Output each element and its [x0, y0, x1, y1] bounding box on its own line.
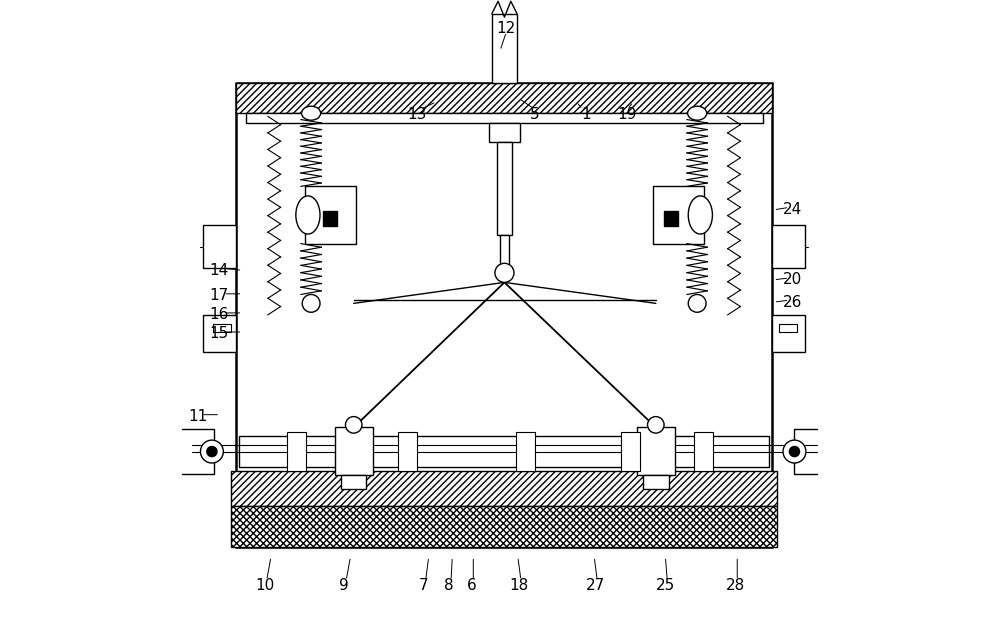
- Ellipse shape: [296, 196, 320, 234]
- Bar: [341, 475, 366, 489]
- Bar: [398, 432, 417, 471]
- Bar: [203, 225, 236, 268]
- Text: 9: 9: [339, 577, 349, 593]
- Bar: [794, 429, 833, 474]
- Bar: [287, 432, 306, 471]
- Text: 11: 11: [188, 409, 208, 424]
- Bar: [231, 471, 777, 506]
- Circle shape: [345, 417, 362, 433]
- Bar: [236, 83, 772, 113]
- Bar: [246, 113, 763, 123]
- Circle shape: [789, 446, 800, 457]
- Bar: [694, 432, 713, 471]
- Text: 17: 17: [209, 288, 229, 303]
- Bar: [489, 123, 520, 142]
- Text: 7: 7: [419, 577, 428, 593]
- Circle shape: [688, 294, 706, 312]
- Text: 20: 20: [783, 272, 802, 287]
- Circle shape: [302, 294, 320, 312]
- Bar: [305, 186, 356, 244]
- Text: 8: 8: [444, 577, 454, 593]
- Bar: [236, 83, 772, 547]
- Bar: [231, 506, 777, 547]
- Bar: [176, 429, 214, 474]
- Text: 28: 28: [726, 577, 745, 593]
- Text: 1: 1: [581, 107, 591, 122]
- Text: 19: 19: [618, 107, 637, 122]
- Circle shape: [783, 440, 806, 463]
- Bar: [239, 436, 769, 467]
- Text: 27: 27: [586, 577, 605, 593]
- Bar: [213, 324, 231, 332]
- Circle shape: [648, 417, 664, 433]
- Text: 18: 18: [509, 577, 529, 593]
- Bar: [335, 427, 373, 475]
- Text: 26: 26: [783, 294, 802, 310]
- Text: 14: 14: [209, 263, 229, 278]
- Bar: [516, 432, 535, 471]
- Ellipse shape: [688, 106, 707, 120]
- Bar: [772, 315, 805, 352]
- Bar: [779, 324, 797, 332]
- Text: 5: 5: [530, 107, 540, 122]
- Bar: [621, 432, 640, 471]
- Bar: [497, 142, 512, 235]
- Bar: [772, 225, 805, 268]
- Bar: [643, 475, 669, 489]
- Text: 12: 12: [497, 21, 516, 36]
- Text: 6: 6: [467, 577, 476, 593]
- Circle shape: [207, 446, 217, 457]
- Text: 15: 15: [209, 326, 229, 342]
- Ellipse shape: [302, 106, 321, 120]
- Text: 13: 13: [408, 107, 427, 122]
- Bar: [637, 427, 675, 475]
- Bar: [203, 315, 236, 352]
- Circle shape: [200, 440, 223, 463]
- Bar: [664, 211, 678, 226]
- Bar: [500, 235, 509, 273]
- Text: 10: 10: [255, 577, 274, 593]
- Text: 25: 25: [656, 577, 675, 593]
- Bar: [492, 14, 517, 83]
- Circle shape: [495, 263, 514, 282]
- Text: 24: 24: [783, 202, 802, 218]
- Ellipse shape: [688, 196, 712, 234]
- Bar: [653, 186, 704, 244]
- Bar: [323, 211, 337, 226]
- Text: 16: 16: [209, 307, 229, 322]
